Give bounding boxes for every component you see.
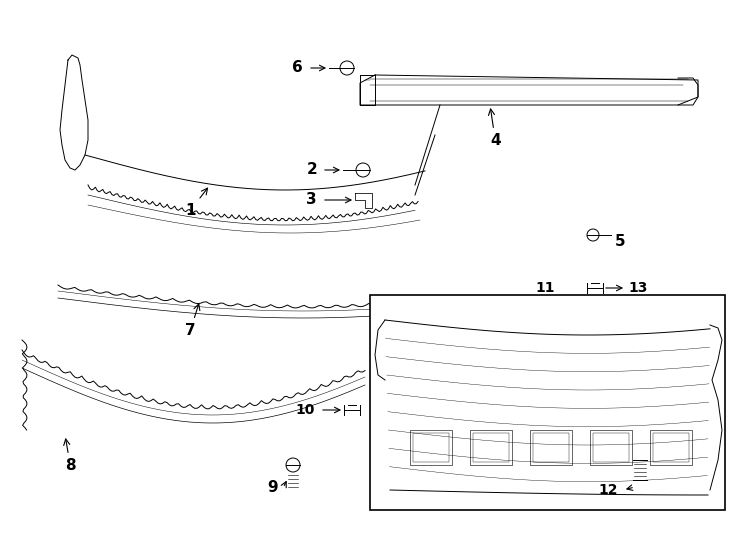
Text: 7: 7	[185, 304, 200, 338]
Bar	[470, 430, 512, 465]
Text: 6: 6	[292, 60, 303, 76]
Bar	[650, 430, 692, 465]
Text: 8: 8	[64, 439, 76, 473]
Bar	[413, 433, 449, 462]
Bar	[410, 430, 452, 465]
Bar	[370, 295, 725, 510]
Text: 4: 4	[489, 109, 501, 148]
Text: 12: 12	[598, 483, 618, 497]
Text: 13: 13	[628, 281, 647, 295]
Bar	[530, 430, 572, 465]
Bar	[473, 433, 509, 462]
Text: 9: 9	[267, 481, 278, 496]
Text: 3: 3	[306, 192, 317, 207]
Text: 5: 5	[615, 234, 625, 249]
Text: 11: 11	[536, 281, 555, 295]
Text: 1: 1	[185, 188, 208, 218]
Bar	[590, 430, 632, 465]
Text: 10: 10	[296, 403, 315, 417]
Text: 2: 2	[306, 163, 317, 178]
Bar	[593, 433, 629, 462]
Bar	[653, 433, 689, 462]
Bar	[533, 433, 569, 462]
